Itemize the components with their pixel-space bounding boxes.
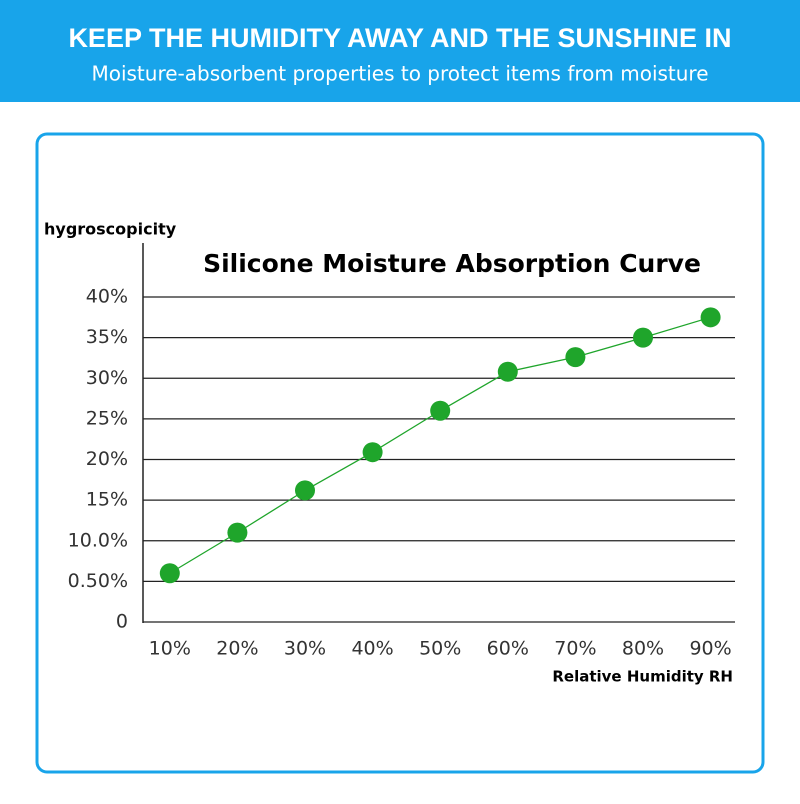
chart-title: Silicone Moisture Absorption Curve (203, 249, 701, 278)
x-tick-label: 40% (351, 638, 393, 660)
y-tick-label: 20% (86, 448, 128, 470)
y-tick-label: 35% (86, 326, 128, 348)
data-point (633, 327, 653, 348)
y-tick-label: 10.0% (68, 529, 128, 551)
y-tick-label: 15% (86, 489, 128, 511)
y-tick-label: 0.50% (68, 570, 128, 592)
data-point (700, 307, 721, 328)
x-tick-label: 10% (149, 638, 191, 660)
data-point (227, 522, 248, 543)
x-tick-label: 70% (554, 638, 596, 660)
data-point (362, 442, 383, 463)
header-title: KEEP THE HUMIDITY AWAY AND THE SUNSHINE … (68, 23, 731, 53)
y-tick-label: 25% (86, 407, 128, 429)
data-point (565, 347, 586, 368)
y-tick-label: 30% (86, 367, 128, 389)
y-tick-label: 40% (86, 286, 128, 308)
x-tick-label: 80% (622, 638, 664, 660)
x-tick-label: 30% (284, 638, 326, 660)
x-axis-label: Relative Humidity RH (552, 668, 733, 686)
y-axis-label: hygroscopicity (44, 220, 177, 239)
x-tick-label: 20% (216, 638, 258, 660)
y-tick-label: 0 (116, 611, 128, 633)
data-point (295, 480, 315, 501)
header-subtitle: Moisture-absorbent properties to protect… (91, 62, 708, 86)
data-point (430, 400, 451, 421)
x-tick-label: 60% (487, 638, 529, 660)
x-tick-label: 50% (419, 638, 461, 660)
x-tick-label: 90% (689, 638, 731, 660)
header-band (0, 0, 800, 102)
data-point (497, 361, 518, 382)
chart-frame (35, 132, 765, 774)
data-point (159, 563, 180, 584)
